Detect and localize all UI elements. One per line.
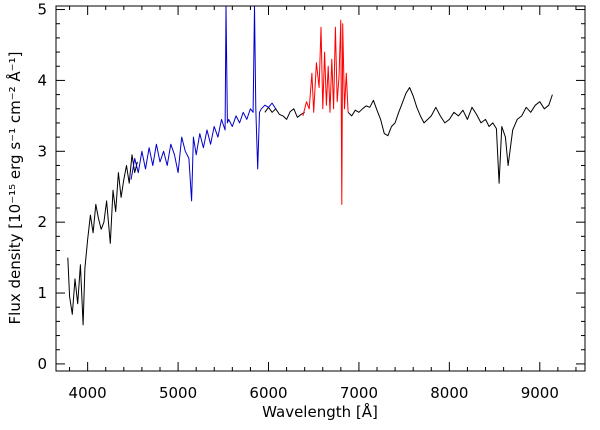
tick-layer: 4000 5000 6000 7000 8000 9000 0 1 2 3 4 5: [37, 1, 585, 402]
series-layer: [67, 5, 553, 326]
x-tick-label: 5000: [159, 384, 197, 402]
series-line-3: [302, 19, 349, 205]
x-tick-label: 6000: [249, 384, 287, 402]
y-tick-label: 4: [37, 71, 47, 89]
x-axis-title: Wavelength [Å]: [262, 402, 378, 421]
plot-frame: [55, 5, 586, 372]
y-axis-title: Flux density [10⁻¹⁵ erg s⁻¹ cm⁻² Å⁻¹]: [5, 52, 24, 325]
y-tick-label: 2: [37, 213, 47, 231]
series-line-2: [130, 5, 277, 202]
y-tick-label: 3: [37, 142, 47, 160]
y-tick-label: 5: [37, 1, 47, 19]
series-line-1: [67, 87, 553, 326]
x-tick-label: 7000: [340, 384, 378, 402]
x-tick-label: 4000: [69, 384, 107, 402]
x-tick-label: 8000: [430, 384, 468, 402]
y-tick-label: 1: [37, 284, 47, 302]
y-tick-label: 0: [37, 355, 47, 373]
x-tick-label: 9000: [521, 384, 559, 402]
